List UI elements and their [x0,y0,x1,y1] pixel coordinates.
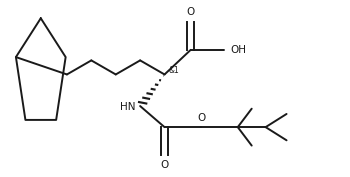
Text: &1: &1 [169,65,180,75]
Text: O: O [187,7,195,17]
Text: O: O [160,160,169,170]
Text: OH: OH [230,45,246,55]
Text: O: O [197,113,205,123]
Text: HN: HN [120,102,135,112]
